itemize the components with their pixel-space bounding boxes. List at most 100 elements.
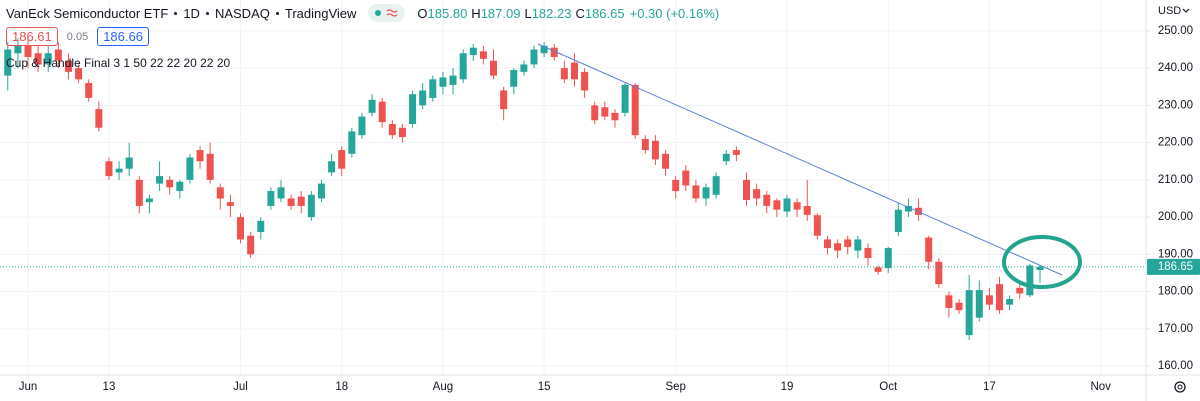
ohlc-legend: O185.80 H187.09 L182.23 C186.65	[413, 6, 624, 21]
candle-body	[955, 302, 963, 311]
highlight-ellipse	[1002, 235, 1082, 289]
candle-body	[257, 220, 265, 233]
candle-body	[216, 187, 224, 199]
y-tick-label: 240.00	[1158, 62, 1193, 74]
candle-body	[277, 187, 285, 199]
candle-body	[651, 140, 659, 160]
separator	[174, 11, 178, 15]
y-tick-label: 200.00	[1158, 211, 1193, 223]
candle-body	[520, 64, 528, 72]
candle-body	[4, 49, 12, 76]
candle-body	[783, 198, 791, 212]
candle-body	[409, 94, 417, 125]
indicator-row: Cup & Handle Final 3 1 50 22 22 20 22 20	[6, 54, 230, 72]
candle-body	[894, 209, 902, 233]
candle-body	[996, 284, 1004, 311]
candle-body	[530, 49, 538, 65]
last-price-tag	[1147, 258, 1200, 275]
candle-body	[985, 295, 993, 305]
candle-body	[54, 49, 62, 61]
candle-body	[631, 84, 639, 136]
candle-body	[773, 200, 781, 210]
candle-body	[722, 153, 730, 162]
candle-body	[672, 179, 680, 192]
candle-body	[429, 79, 437, 98]
candle-body	[338, 150, 346, 169]
candle-body	[581, 71, 589, 91]
ohlc-key: C	[575, 5, 585, 21]
candle-body	[44, 53, 52, 65]
y-tick-label: 220.00	[1158, 137, 1193, 149]
candle-body	[358, 116, 366, 136]
candle-body	[378, 101, 386, 123]
candles	[4, 38, 1044, 340]
ohlc-value: 185.80	[427, 5, 468, 21]
candle-body	[328, 161, 336, 173]
ohlc-value: 182.23	[531, 5, 572, 21]
candle-body	[1006, 299, 1014, 305]
bid-price[interactable]: 186.61	[6, 27, 58, 46]
candle-body	[439, 77, 447, 87]
candle-body	[156, 176, 164, 184]
candle-body	[965, 290, 973, 336]
wave-icon	[387, 9, 398, 17]
candle-body	[753, 189, 761, 199]
candle-body	[601, 107, 609, 117]
candle-body	[692, 185, 700, 199]
candle-body	[237, 217, 245, 240]
x-tick-label: Jun	[19, 381, 38, 393]
candle-body	[307, 194, 315, 218]
x-tick-label: 13	[103, 381, 116, 393]
candle-body	[975, 290, 983, 318]
candle-body	[763, 194, 771, 206]
currency-chevron[interactable]	[1182, 8, 1190, 13]
currency-label: USD	[1158, 5, 1181, 17]
candle-body	[459, 53, 467, 80]
header: VanEck Semiconductor ETF 1D NASDAQ Tradi…	[6, 4, 719, 22]
interval[interactable]: 1D	[183, 5, 200, 21]
candle-body	[64, 60, 72, 72]
candle-body	[1016, 287, 1024, 294]
y-tick-label: 160.00	[1158, 360, 1193, 372]
change: +0.30 (+0.16%)	[629, 5, 720, 21]
candle-body	[550, 47, 558, 57]
ohlc-key: H	[471, 5, 481, 21]
candle-body	[874, 267, 882, 272]
separator	[205, 11, 209, 15]
candle-body	[469, 47, 477, 56]
candle-body	[226, 202, 234, 206]
candle-body	[176, 181, 184, 192]
indicator-label[interactable]: Cup & Handle Final 3 1 50 22 22 20 22 20	[6, 56, 231, 70]
symbol-title: VanEck Semiconductor ETF	[6, 5, 169, 21]
settings-icon[interactable]	[1174, 381, 1186, 393]
candle-body	[500, 90, 508, 110]
ask-price[interactable]: 186.66	[97, 27, 149, 46]
candle-body	[540, 45, 548, 54]
candle-body	[317, 183, 325, 199]
market-status[interactable]	[368, 4, 406, 22]
candle-body	[267, 191, 275, 206]
separator	[275, 11, 279, 15]
candle-body	[419, 90, 427, 106]
candle-body	[297, 196, 305, 206]
x-tick-label: Oct	[879, 381, 898, 393]
candle-body	[611, 112, 619, 121]
x-tick-label: Nov	[1090, 381, 1111, 393]
x-tick-label: Jul	[233, 381, 248, 393]
candle-body	[510, 70, 518, 87]
candle-body	[662, 153, 670, 169]
candle-body	[398, 127, 406, 138]
ohlc-key: O	[417, 5, 428, 21]
y-tick-label: 230.00	[1158, 99, 1193, 111]
x-tick-label: 19	[781, 381, 794, 393]
y-tick-label: 170.00	[1158, 323, 1193, 335]
candle-body	[621, 84, 629, 113]
candle-body	[864, 248, 872, 259]
ohlc-value: 186.65	[584, 5, 625, 21]
candle-body	[884, 248, 892, 269]
candle-body	[388, 124, 396, 136]
candle-body	[925, 237, 933, 262]
candle-body	[206, 153, 214, 180]
candle-body	[712, 176, 720, 195]
candle-body	[24, 45, 32, 57]
